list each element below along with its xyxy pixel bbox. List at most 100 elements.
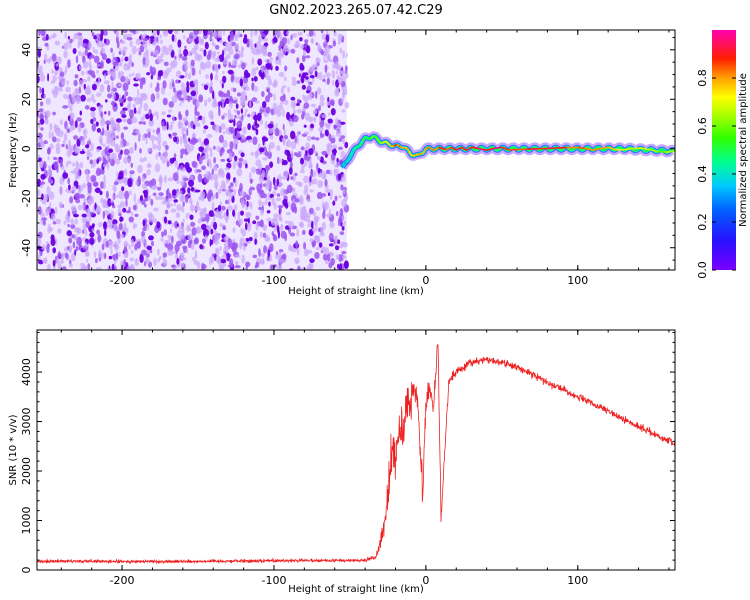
noise-speck bbox=[242, 126, 247, 135]
noise-speck bbox=[309, 66, 315, 73]
noise-speck bbox=[78, 246, 81, 251]
noise-speck bbox=[89, 195, 95, 205]
noise-speck bbox=[218, 214, 223, 220]
noise-speck bbox=[222, 70, 225, 75]
noise-speck bbox=[164, 48, 170, 52]
noise-speck bbox=[145, 113, 150, 120]
noise-speck bbox=[252, 254, 258, 259]
y-tick-label: 0 bbox=[20, 145, 33, 152]
noise-speck bbox=[270, 108, 274, 116]
noise-speck bbox=[101, 41, 104, 47]
noise-speck bbox=[222, 139, 228, 149]
noise-speck bbox=[227, 238, 232, 246]
noise-speck bbox=[187, 95, 191, 102]
noise-speck bbox=[45, 34, 49, 41]
noise-speck bbox=[265, 74, 271, 81]
noise-speck bbox=[51, 69, 54, 74]
noise-speck bbox=[331, 144, 338, 150]
x-tick-label: 100 bbox=[567, 574, 588, 587]
noise-speck bbox=[197, 53, 201, 62]
noise-speck bbox=[324, 45, 330, 54]
noise-speck bbox=[214, 232, 220, 241]
noise-speck bbox=[127, 33, 133, 37]
noise-speck bbox=[116, 230, 121, 240]
snr-ylabel: SNR (10 * v/v) bbox=[8, 414, 19, 485]
noise-speck bbox=[210, 72, 213, 81]
noise-speck bbox=[328, 232, 334, 242]
noise-speck bbox=[43, 257, 48, 265]
noise-speck bbox=[301, 113, 305, 120]
noise-speck bbox=[248, 236, 253, 242]
noise-speck bbox=[111, 219, 118, 225]
noise-speck bbox=[83, 266, 88, 270]
noise-speck bbox=[217, 51, 220, 55]
noise-speck bbox=[129, 40, 133, 48]
noise-speck bbox=[110, 47, 113, 53]
noise-speck bbox=[247, 113, 251, 118]
noise-speck bbox=[144, 203, 147, 208]
noise-speck bbox=[65, 213, 69, 222]
noise-speck bbox=[204, 99, 208, 105]
x-tick-label: 100 bbox=[567, 274, 588, 287]
noise-speck bbox=[265, 171, 268, 178]
noise-speck bbox=[233, 118, 236, 127]
noise-speck bbox=[222, 130, 226, 135]
noise-speck bbox=[262, 224, 267, 232]
noise-speck bbox=[112, 92, 116, 101]
noise-speck bbox=[128, 158, 131, 164]
noise-speck bbox=[229, 101, 233, 109]
noise-speck bbox=[337, 33, 343, 41]
noise-speck bbox=[233, 188, 236, 197]
noise-speck bbox=[128, 206, 131, 213]
noise-speck bbox=[315, 90, 318, 100]
noise-speck bbox=[213, 221, 218, 230]
colorbar: 0.0 0.2 0.4 0.6 0.8 Normalized spectral ampl… bbox=[696, 30, 749, 279]
noise-speck bbox=[238, 218, 244, 226]
noise-speck bbox=[265, 63, 272, 70]
noise-speck bbox=[49, 201, 52, 210]
noise-speck bbox=[258, 34, 263, 43]
noise-speck bbox=[291, 80, 297, 87]
noise-speck bbox=[234, 53, 240, 60]
noise-speck bbox=[254, 100, 260, 104]
noise-speck bbox=[236, 115, 241, 119]
noise-speck bbox=[234, 76, 240, 84]
noise-speck bbox=[62, 77, 66, 85]
noise-speck bbox=[169, 157, 175, 164]
noise-speck bbox=[37, 253, 41, 261]
noise-speck bbox=[249, 43, 254, 51]
ridge-core bbox=[592, 147, 602, 151]
noise-speck bbox=[311, 220, 314, 230]
noise-speck bbox=[171, 235, 174, 244]
noise-speck bbox=[309, 258, 315, 263]
noise-speck bbox=[186, 167, 192, 173]
noise-speck bbox=[156, 30, 160, 36]
noise-speck bbox=[88, 213, 92, 222]
noise-speck bbox=[318, 126, 324, 132]
noise-speck bbox=[327, 96, 330, 103]
noise-speck bbox=[206, 133, 213, 139]
noise-speck bbox=[235, 103, 239, 109]
colorbar-tick-label: 0.0 bbox=[696, 261, 709, 279]
noise-speck bbox=[326, 30, 329, 36]
noise-speck bbox=[187, 51, 192, 57]
noise-speck bbox=[294, 43, 300, 49]
noise-speck bbox=[134, 258, 139, 267]
noise-speck bbox=[255, 41, 261, 49]
noise-speck bbox=[45, 97, 51, 105]
noise-speck bbox=[187, 72, 192, 80]
noise-speck bbox=[74, 74, 79, 79]
noise-speck bbox=[215, 44, 220, 50]
noise-speck bbox=[110, 71, 116, 78]
noise-speck bbox=[322, 253, 329, 261]
noise-speck bbox=[242, 47, 245, 51]
noise-speck bbox=[336, 65, 342, 71]
noise-speck bbox=[318, 242, 323, 248]
colorbar-tick-label: 0.2 bbox=[696, 213, 709, 231]
noise-speck bbox=[338, 244, 344, 249]
noise-speck bbox=[150, 52, 153, 56]
noise-speck bbox=[303, 189, 309, 195]
noise-speck bbox=[291, 76, 296, 81]
noise-speck bbox=[97, 233, 102, 243]
noise-speck bbox=[206, 158, 212, 166]
